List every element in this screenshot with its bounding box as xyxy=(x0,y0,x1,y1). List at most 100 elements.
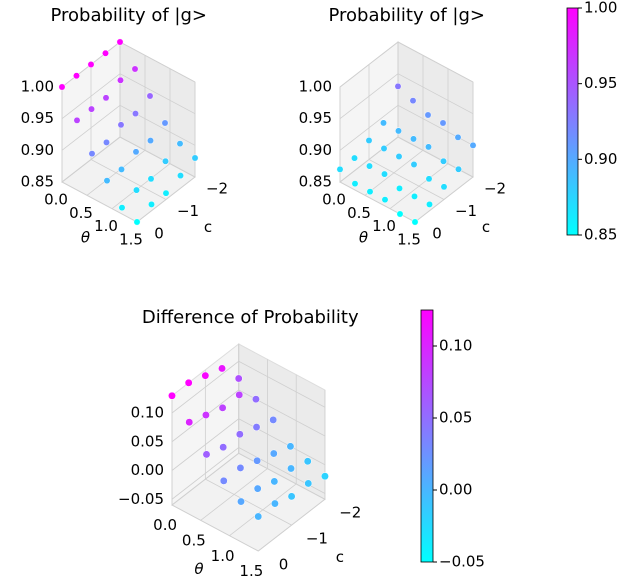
point xyxy=(395,153,403,160)
point xyxy=(102,94,110,102)
point xyxy=(162,157,169,165)
y-axis-label: c xyxy=(482,218,490,236)
point xyxy=(440,157,447,165)
point xyxy=(168,391,176,400)
y-tick-label: −1 xyxy=(455,202,477,220)
point xyxy=(336,165,344,173)
y-tick-label: −2 xyxy=(339,504,361,522)
x-tick-label: 1.0 xyxy=(211,547,235,565)
point xyxy=(218,364,226,373)
point xyxy=(426,200,433,208)
point xyxy=(253,456,262,465)
point xyxy=(366,162,373,170)
chart-title: Difference of Probability xyxy=(142,307,359,328)
colorbar-tick-label: 0.85 xyxy=(584,226,617,244)
point xyxy=(270,477,279,486)
point xyxy=(132,110,139,118)
colorbar xyxy=(566,7,579,236)
point xyxy=(58,83,66,91)
z-tick-label: 0.05 xyxy=(131,432,164,450)
z-tick-label: 0.85 xyxy=(21,173,54,191)
colorbar-tick-label: 0.05 xyxy=(439,409,472,427)
grid-line xyxy=(339,41,474,88)
point xyxy=(148,200,155,208)
point xyxy=(454,133,462,141)
point xyxy=(424,111,432,119)
z-tick-label: 0.10 xyxy=(131,404,164,422)
y-axis-label: c xyxy=(336,548,344,566)
point xyxy=(103,138,110,146)
point xyxy=(116,38,124,46)
point xyxy=(287,464,295,473)
point xyxy=(270,499,279,508)
point xyxy=(201,411,210,419)
point xyxy=(321,472,329,481)
point xyxy=(236,463,245,472)
point xyxy=(395,127,402,135)
colorbar-tick-label: 0.95 xyxy=(584,74,617,92)
x-tick-label: 0.5 xyxy=(69,204,93,222)
point xyxy=(103,177,111,185)
y-tick-label: −1 xyxy=(306,529,328,547)
grid-line xyxy=(171,360,326,414)
point xyxy=(161,119,169,127)
point xyxy=(409,97,417,105)
point xyxy=(88,150,96,158)
chart-title: Probability of |g> xyxy=(328,5,485,26)
y-tick-label: −2 xyxy=(484,180,506,198)
x-tick-label: 1.5 xyxy=(397,231,421,249)
point xyxy=(202,450,211,459)
point xyxy=(411,192,418,200)
point xyxy=(425,175,433,183)
y-tick-label: 0 xyxy=(279,555,289,573)
grid-line xyxy=(339,136,474,183)
point xyxy=(269,449,278,458)
x-tick-label: 0.5 xyxy=(347,204,371,222)
point xyxy=(269,415,278,424)
point xyxy=(117,121,125,129)
point xyxy=(185,418,194,427)
point xyxy=(234,374,243,383)
point xyxy=(132,148,140,156)
point xyxy=(131,65,139,73)
y-tick-label: −1 xyxy=(177,202,199,220)
colorbar-tick-label: 1.00 xyxy=(584,0,617,17)
grid-line xyxy=(61,136,196,183)
point xyxy=(351,180,359,188)
point xyxy=(303,457,312,466)
point xyxy=(218,403,227,412)
point xyxy=(162,189,170,197)
grid-line xyxy=(61,104,196,151)
y-tick-label: 0 xyxy=(154,225,164,243)
z-tick-label: −0.05 xyxy=(118,490,164,508)
z-tick-label: 0.00 xyxy=(131,461,164,479)
subplot: 0.0 0.5 1.01.5 −2 −1 0 −0.05 0.00 0.05 0.10 θ c Diff… xyxy=(118,307,485,580)
point xyxy=(351,154,358,162)
point xyxy=(147,175,155,183)
x-tick-label: 0.0 xyxy=(322,191,346,209)
y-tick-label: −2 xyxy=(206,180,228,198)
point xyxy=(396,184,403,192)
colorbar xyxy=(420,309,434,563)
point xyxy=(237,497,245,506)
grid-line xyxy=(171,418,326,471)
point xyxy=(219,443,228,452)
point xyxy=(201,371,210,380)
point xyxy=(381,196,389,204)
point xyxy=(102,49,109,57)
point xyxy=(252,395,260,404)
point xyxy=(411,218,419,226)
point xyxy=(253,484,262,493)
grid-line xyxy=(171,447,326,500)
point xyxy=(304,479,313,488)
point xyxy=(380,145,388,152)
point xyxy=(365,137,373,144)
x-tick-label: 0.0 xyxy=(44,191,68,209)
grid-line xyxy=(171,395,259,552)
point xyxy=(118,165,125,173)
subplot: 0.00.51.01.5 −2 −1 0 0.85 0.90 0.95 1.00 θ c Proba… xyxy=(21,5,228,249)
point xyxy=(117,76,124,84)
point xyxy=(176,140,184,148)
point xyxy=(287,492,296,501)
point xyxy=(254,512,263,521)
